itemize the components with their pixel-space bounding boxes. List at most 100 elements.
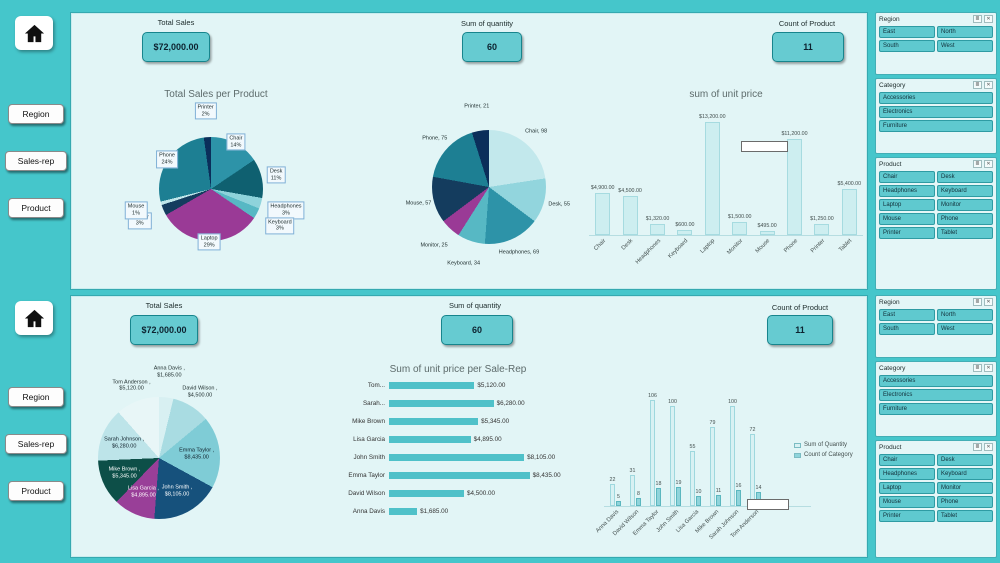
- slicer-title: Region: [879, 15, 900, 23]
- hbar-row: Tom... $5,120.00: [311, 376, 641, 394]
- slicer-item-tablet[interactable]: Tablet: [937, 227, 993, 239]
- slicer-item-headphones[interactable]: Headphones: [879, 468, 935, 480]
- slicer-item-tablet[interactable]: Tablet: [937, 510, 993, 522]
- kpi-sum-quantity: 60: [462, 32, 522, 62]
- multi-select-icon[interactable]: ≣: [973, 81, 982, 89]
- slicer-region: Region ≣ ✕ East North South West: [875, 295, 997, 358]
- kpi-sum-quantity: 60: [441, 315, 513, 345]
- bar-value-label: $1,250.00: [810, 216, 834, 223]
- multi-select-icon[interactable]: ≣: [973, 160, 982, 168]
- slicer-item-electronics[interactable]: Electronics: [879, 389, 993, 401]
- kpi-label-count-product: Count of Product: [778, 19, 836, 28]
- slicer-title: Category: [879, 81, 906, 89]
- slicer-item-mouse[interactable]: Mouse: [879, 213, 935, 225]
- slicer-item-phone[interactable]: Phone: [937, 496, 993, 508]
- bar-value-label: 18: [655, 481, 662, 487]
- home-button-bottom[interactable]: [15, 301, 53, 335]
- region-button-top[interactable]: Region: [8, 104, 64, 124]
- pie-label: Monitor, 25: [420, 243, 448, 250]
- region-button-bottom[interactable]: Region: [8, 387, 64, 407]
- home-button-top[interactable]: [15, 16, 53, 50]
- slicer-item-south[interactable]: South: [879, 40, 935, 52]
- bar-value-label: $600.00: [675, 221, 695, 228]
- sales-rep-button-bottom[interactable]: Sales-rep: [5, 434, 67, 454]
- kpi-count-product: 11: [767, 315, 833, 345]
- pie-label: Mike Brown , $5,345.00: [108, 466, 141, 480]
- slicer-item-desk[interactable]: Desk: [937, 454, 993, 466]
- pie-label: Keyboard 3%: [265, 217, 295, 235]
- product-button-bottom[interactable]: Product: [8, 481, 64, 501]
- slicer-item-headphones[interactable]: Headphones: [879, 185, 935, 197]
- legend-label: Sum of Quantity: [804, 442, 848, 448]
- slicer-item-furniture[interactable]: Furniture: [879, 403, 993, 415]
- slicer-item-accessories[interactable]: Accessories: [879, 92, 993, 104]
- slicer-item-laptop[interactable]: Laptop: [879, 199, 935, 211]
- slicer-item-north[interactable]: North: [937, 309, 993, 321]
- hbar-row: Lisa Garcia $4,895.00: [311, 430, 641, 448]
- slicer-item-printer[interactable]: Printer: [879, 227, 935, 239]
- slicer-item-west[interactable]: West: [937, 40, 993, 52]
- slicer-item-printer[interactable]: Printer: [879, 510, 935, 522]
- multi-select-icon[interactable]: ≣: [973, 15, 982, 23]
- slicer-item-electronics[interactable]: Electronics: [879, 106, 993, 118]
- hbar-bar: [389, 507, 418, 515]
- pie-label: Sarah Johnson , $6,280.00: [104, 436, 145, 450]
- slicer-item-keyboard[interactable]: Keyboard: [937, 185, 993, 197]
- clear-filter-icon[interactable]: ✕: [984, 364, 993, 372]
- bar-value-label: $5,400.00: [837, 180, 862, 187]
- total-sales-per-product-pie-chart: Chair 14% Desk 11% Headphones 3% Keyboard 3% Lap…: [109, 101, 313, 277]
- slicer-item-monitor[interactable]: Monitor: [937, 199, 993, 211]
- hbar-category-label: Sarah...: [362, 399, 385, 407]
- home-icon: [24, 309, 44, 327]
- hbar-value-label: $5,345.00: [481, 417, 510, 425]
- hbar-bar: [389, 435, 471, 443]
- slicer-item-accessories[interactable]: Accessories: [879, 375, 993, 387]
- slicer-item-east[interactable]: East: [879, 26, 935, 38]
- bar-john-smith-sum-of-quantity: [670, 406, 675, 506]
- clear-filter-icon[interactable]: ✕: [984, 81, 993, 89]
- multi-select-icon[interactable]: ≣: [973, 298, 982, 306]
- slicer-item-keyboard[interactable]: Keyboard: [937, 468, 993, 480]
- slicer-item-west[interactable]: West: [937, 323, 993, 335]
- bar-printer: [814, 224, 830, 235]
- hbar-row: David Wilson $4,500.00: [311, 484, 641, 502]
- pie-label: David Wilson , $4,500.00: [182, 385, 218, 399]
- pie-label: Keyboard, 34: [447, 260, 480, 267]
- multi-select-icon[interactable]: ≣: [973, 364, 982, 372]
- product-button-top[interactable]: Product: [8, 198, 64, 218]
- unit-price-bar-chart: $4,900.00 Chair $4,500.00 Desk $1,320.00 Head…: [589, 103, 863, 285]
- clear-filter-icon[interactable]: ✕: [984, 443, 993, 451]
- hbar-bar: [389, 489, 464, 497]
- pie-label: Printer, 21: [464, 103, 490, 110]
- pie-label: Printer 2%: [194, 102, 217, 120]
- clear-filter-icon[interactable]: ✕: [984, 15, 993, 23]
- slicer-item-north[interactable]: North: [937, 26, 993, 38]
- bar-emma-taylor-count-of-category: [656, 488, 661, 506]
- bar-value-label: 19: [675, 480, 682, 486]
- clear-filter-icon[interactable]: ✕: [984, 298, 993, 306]
- sales-rep-button-top[interactable]: Sales-rep: [5, 151, 67, 171]
- slicer-item-south[interactable]: South: [879, 323, 935, 335]
- slicer-item-east[interactable]: East: [879, 309, 935, 321]
- bar-value-label: 14: [755, 485, 762, 491]
- hbar-value-label: $6,280.00: [496, 399, 525, 407]
- bar-value-label: $13,200.00: [699, 113, 726, 120]
- hbar-value-label: $8,105.00: [527, 453, 556, 461]
- pie-label: Mouse 1%: [124, 201, 148, 220]
- bar-value-label: 100: [668, 399, 677, 405]
- slicer-region: Region ≣ ✕ East North South West: [875, 12, 997, 75]
- multi-select-icon[interactable]: ≣: [973, 443, 982, 451]
- slicer-item-phone[interactable]: Phone: [937, 213, 993, 225]
- bar-value-label: $4,900.00: [590, 185, 615, 191]
- clear-filter-icon[interactable]: ✕: [984, 160, 993, 168]
- slicer-item-chair[interactable]: Chair: [879, 171, 935, 183]
- slicer-item-monitor[interactable]: Monitor: [937, 482, 993, 494]
- slicer-item-chair[interactable]: Chair: [879, 454, 935, 466]
- slicer-item-mouse[interactable]: Mouse: [879, 496, 935, 508]
- bar-phone: [787, 139, 802, 235]
- slicer-item-desk[interactable]: Desk: [937, 171, 993, 183]
- bar-tom-anderson-sum-of-quantity: [750, 434, 755, 506]
- chart-legend: Sum of Quantity Count of Category: [794, 442, 853, 462]
- slicer-item-laptop[interactable]: Laptop: [879, 482, 935, 494]
- slicer-item-furniture[interactable]: Furniture: [879, 120, 993, 132]
